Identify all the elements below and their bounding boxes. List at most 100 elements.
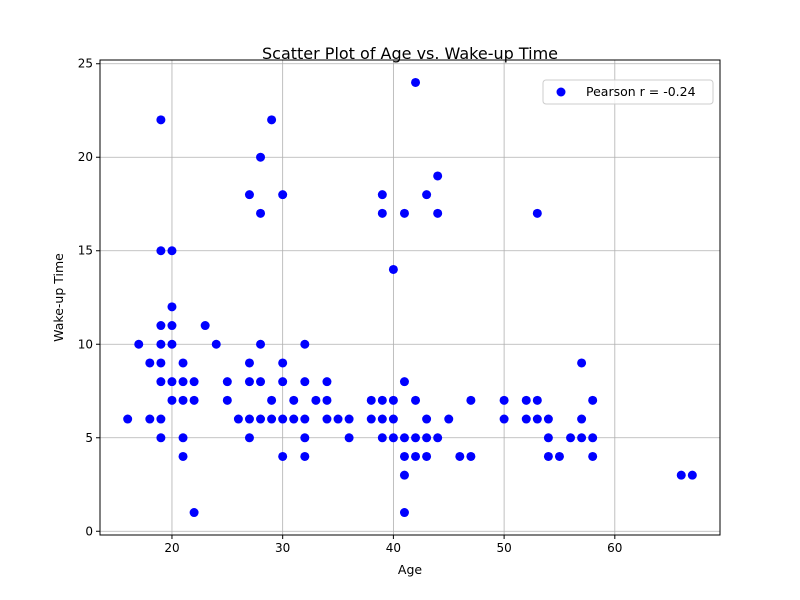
data-point (289, 414, 299, 424)
y-tick-label: 5 (85, 431, 93, 445)
x-tick-label: 40 (386, 541, 401, 555)
data-point (244, 433, 254, 443)
data-point (267, 414, 277, 424)
data-point (433, 171, 443, 181)
data-point (156, 358, 166, 368)
data-point (411, 433, 421, 443)
data-point (422, 451, 432, 461)
data-point (156, 414, 166, 424)
data-point (521, 414, 531, 424)
data-point (189, 508, 199, 518)
data-point (222, 377, 232, 387)
data-point (267, 395, 277, 405)
data-point (399, 377, 409, 387)
data-point (167, 339, 177, 349)
data-point (178, 377, 188, 387)
data-point (311, 395, 321, 405)
data-point (344, 433, 354, 443)
data-point (521, 395, 531, 405)
data-point (399, 470, 409, 480)
data-point (577, 358, 587, 368)
legend-marker (556, 87, 566, 97)
data-point (499, 414, 509, 424)
data-point (543, 433, 553, 443)
data-point (543, 451, 553, 461)
data-point (278, 414, 288, 424)
data-point (388, 264, 398, 274)
data-point (167, 395, 177, 405)
data-point (388, 395, 398, 405)
data-point (377, 190, 387, 200)
data-point (222, 395, 232, 405)
data-point (156, 377, 166, 387)
data-point (399, 508, 409, 518)
data-point (366, 395, 376, 405)
data-point (244, 190, 254, 200)
data-point (399, 208, 409, 218)
data-point (178, 395, 188, 405)
y-tick-label: 25 (78, 57, 93, 71)
data-point (300, 414, 310, 424)
data-point (322, 377, 332, 387)
y-tick-label: 15 (78, 244, 93, 258)
legend: Pearson r = -0.24 (542, 79, 714, 105)
data-point (300, 377, 310, 387)
data-point (377, 433, 387, 443)
data-point (577, 433, 587, 443)
grid (100, 60, 720, 535)
y-tick-label: 10 (78, 337, 93, 351)
data-point (377, 414, 387, 424)
data-point (156, 246, 166, 256)
data-point (200, 321, 210, 331)
data-point (399, 433, 409, 443)
data-point (676, 470, 686, 480)
data-point (588, 395, 598, 405)
data-point (156, 339, 166, 349)
data-point (377, 395, 387, 405)
y-axis-label: Wake-up Time (51, 253, 66, 342)
data-point (300, 339, 310, 349)
data-point (366, 414, 376, 424)
data-point (532, 208, 542, 218)
data-point (267, 115, 277, 125)
data-point (244, 358, 254, 368)
data-point (333, 414, 343, 424)
data-point (211, 339, 221, 349)
legend-box (542, 79, 714, 105)
data-point (399, 451, 409, 461)
data-point (244, 377, 254, 387)
data-point (388, 433, 398, 443)
data-point (278, 451, 288, 461)
data-point (687, 470, 697, 480)
data-point (256, 152, 266, 162)
data-point (588, 433, 598, 443)
data-points (123, 77, 697, 518)
data-point (189, 395, 199, 405)
data-point (322, 414, 332, 424)
data-point (411, 77, 421, 87)
data-point (167, 302, 177, 312)
data-point (422, 190, 432, 200)
data-point (499, 395, 509, 405)
data-point (278, 190, 288, 200)
plot-frame (99, 59, 721, 536)
data-point (532, 395, 542, 405)
legend-label: Pearson r = -0.24 (586, 84, 696, 99)
data-point (566, 433, 576, 443)
data-point (278, 377, 288, 387)
data-point (466, 451, 476, 461)
y-tick-label: 20 (78, 150, 93, 164)
data-point (233, 414, 243, 424)
data-point (156, 321, 166, 331)
data-point (256, 339, 266, 349)
data-point (388, 414, 398, 424)
data-point (577, 414, 587, 424)
x-tick-label: 60 (607, 541, 622, 555)
data-point (543, 414, 553, 424)
data-point (422, 414, 432, 424)
data-point (411, 395, 421, 405)
data-point (256, 208, 266, 218)
axis-ticks: 20 30 40 50 60 0 5 10 15 20 25 (78, 57, 623, 555)
data-point (178, 433, 188, 443)
